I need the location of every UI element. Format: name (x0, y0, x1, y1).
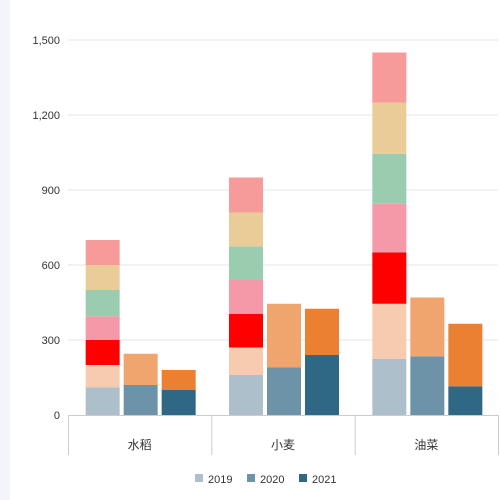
bar-segment[interactable] (85, 365, 120, 388)
y-tick-label: 900 (42, 185, 60, 197)
bar-segment[interactable] (267, 367, 301, 416)
bar-segment[interactable] (305, 355, 339, 415)
x-category-label: 水稻 (128, 438, 152, 452)
bar-segment[interactable] (372, 52, 407, 103)
bar-segment[interactable] (123, 385, 158, 415)
bar-segment[interactable] (229, 280, 263, 314)
legend-swatch (299, 474, 307, 482)
legend-label: 2020 (260, 474, 284, 486)
bar-segment[interactable] (85, 290, 120, 317)
x-category-label: 小麦 (271, 438, 295, 452)
stacked-bar-chart: 0 300 600 900 1,200 1,500 水稻 小麦 油菜 2019 2020 2021 (32, 35, 499, 486)
bar-segment[interactable] (448, 386, 483, 415)
bar-segment[interactable] (229, 375, 263, 415)
bar-segment[interactable] (372, 153, 407, 204)
y-axis-ticks: 0 300 600 900 1,200 1,500 (32, 35, 60, 422)
legend: 2019 2020 2021 (195, 474, 336, 486)
bar-segment[interactable] (229, 246, 263, 280)
bar-segment[interactable] (448, 323, 483, 387)
legend-swatch (195, 474, 203, 482)
y-tick-label: 1,200 (32, 110, 60, 122)
bar-segment[interactable] (161, 390, 196, 415)
legend-item[interactable]: 2019 (195, 474, 232, 486)
bar-segment[interactable] (85, 316, 120, 340)
bar-segment[interactable] (161, 370, 196, 390)
bar-segment[interactable] (229, 212, 263, 247)
bar-segment[interactable] (372, 203, 407, 253)
chart-panel: 0 300 600 900 1,200 1,500 水稻 小麦 油菜 2019 2020 2021 (10, 0, 500, 500)
bar-segment[interactable] (410, 356, 445, 415)
bar-segment[interactable] (372, 303, 407, 359)
y-tick-label: 0 (54, 410, 60, 422)
y-tick-label: 300 (42, 335, 60, 347)
bar-segment[interactable] (372, 252, 407, 304)
legend-label: 2021 (312, 474, 336, 486)
bar-segment[interactable] (305, 308, 339, 355)
grid-lines (68, 39, 498, 341)
bar-segment[interactable] (85, 240, 120, 265)
legend-swatch (247, 474, 255, 482)
legend-label: 2019 (208, 474, 232, 486)
bar-segment[interactable] (85, 387, 120, 416)
bar-segment[interactable] (123, 353, 158, 385)
bar-segment[interactable] (372, 102, 407, 154)
x-axis: 水稻 小麦 油菜 (68, 415, 499, 455)
bar-segment[interactable] (85, 340, 120, 365)
bar-segment[interactable] (229, 177, 263, 213)
y-tick-label: 1,500 (32, 35, 60, 47)
bar-segment[interactable] (372, 358, 407, 415)
bar-segment[interactable] (229, 313, 263, 348)
y-tick-label: 600 (42, 260, 60, 272)
legend-item[interactable]: 2020 (247, 474, 284, 486)
bar-segment[interactable] (85, 265, 120, 290)
bar-segment[interactable] (229, 347, 263, 376)
x-category-label: 油菜 (414, 438, 438, 452)
bar-segment[interactable] (267, 303, 301, 368)
bars (85, 52, 483, 416)
legend-item[interactable]: 2021 (299, 474, 336, 486)
bar-segment[interactable] (410, 297, 445, 357)
